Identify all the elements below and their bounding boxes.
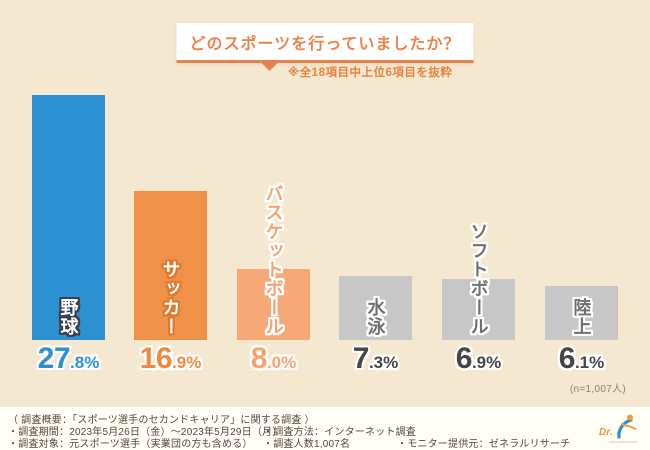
bar-value-integer: 7 xyxy=(352,342,370,375)
survey-overview: （ 調査概要：「スポーツ選手のセカンドキャリア」に関する調査 ） xyxy=(8,415,315,426)
survey-period: ・調査期間：2023年5月26日（金）～2023年5月29日（月） xyxy=(8,427,283,438)
bar-value: 7.3% xyxy=(353,344,398,374)
survey-method: ・調査方法：インターネット調査 xyxy=(263,427,416,438)
bar-label: サッカー xyxy=(160,260,181,336)
dr-logo: Dr. xyxy=(597,411,643,447)
bar-group: サッカー 16.9% xyxy=(134,191,207,374)
bar-group: 水泳 7.3% xyxy=(339,276,412,374)
survey-target: ・調査対象：元スポーツ選手（実業団の方も含める） xyxy=(8,439,253,450)
bar xyxy=(134,191,207,340)
bar-value: 16.9% xyxy=(140,344,202,374)
title-box: どのスポーツを行っていましたか？ xyxy=(176,23,474,71)
bar xyxy=(545,286,618,340)
bar-value-integer: 16 xyxy=(139,342,173,375)
subtitle-note: ※全18項目中上位6項目を抜粋 xyxy=(288,67,453,79)
chart-title: どのスポーツを行っていましたか？ xyxy=(189,36,461,53)
bar-value: 6.1% xyxy=(559,344,604,374)
pointer-triangle-icon xyxy=(260,62,279,71)
bar-chart: 野球 27.8% サッカー 16.9% バスケットボール 8.0% 水泳 7.3… xyxy=(32,95,618,374)
bar-label: 野球 xyxy=(58,298,79,336)
bar-value: 6.9% xyxy=(456,344,501,374)
bar-value-decimal: .0% xyxy=(266,353,297,372)
bar-value-integer: 6 xyxy=(558,342,576,375)
bar xyxy=(442,279,515,340)
bar-label: 陸上 xyxy=(571,298,592,336)
runner-logo-icon xyxy=(609,414,637,443)
bar-value: 8.0% xyxy=(251,344,296,374)
monitor-provider: ・モニター提供元：ゼネラルリサーチ xyxy=(397,439,571,450)
bar-value-decimal: .8% xyxy=(70,353,100,372)
bar-label: 水泳 xyxy=(365,298,386,336)
bar-value: 27.8% xyxy=(38,344,100,374)
bar-value-decimal: .1% xyxy=(574,353,605,372)
logo-text: Dr. xyxy=(599,427,613,438)
bar-group: ソフトボール 6.9% xyxy=(442,222,515,374)
sample-size-note: (n=1,007人) xyxy=(569,384,626,395)
footer-band: （ 調査概要：「スポーツ選手のセカンドキャリア」に関する調査 ） ・調査期間：2… xyxy=(0,407,650,450)
survey-count: ・調査人数1,007名 xyxy=(263,439,351,450)
bar xyxy=(32,95,105,340)
bar xyxy=(339,276,412,340)
bar-label: バスケットボール xyxy=(263,184,284,336)
bar-group: 陸上 6.1% xyxy=(545,286,618,374)
bar-value-decimal: .3% xyxy=(368,353,399,372)
bar-value-integer: 6 xyxy=(455,342,473,375)
bar-value-decimal: .9% xyxy=(471,353,502,372)
bar-label: ソフトボール xyxy=(468,222,489,336)
bar xyxy=(237,269,310,340)
bar-value-integer: 8 xyxy=(250,342,268,375)
bar-value-integer: 27 xyxy=(37,342,71,375)
bar-value-decimal: .9% xyxy=(172,353,202,372)
bar-group: バスケットボール 8.0% xyxy=(237,184,310,374)
bar-group: 野球 27.8% xyxy=(32,95,105,374)
